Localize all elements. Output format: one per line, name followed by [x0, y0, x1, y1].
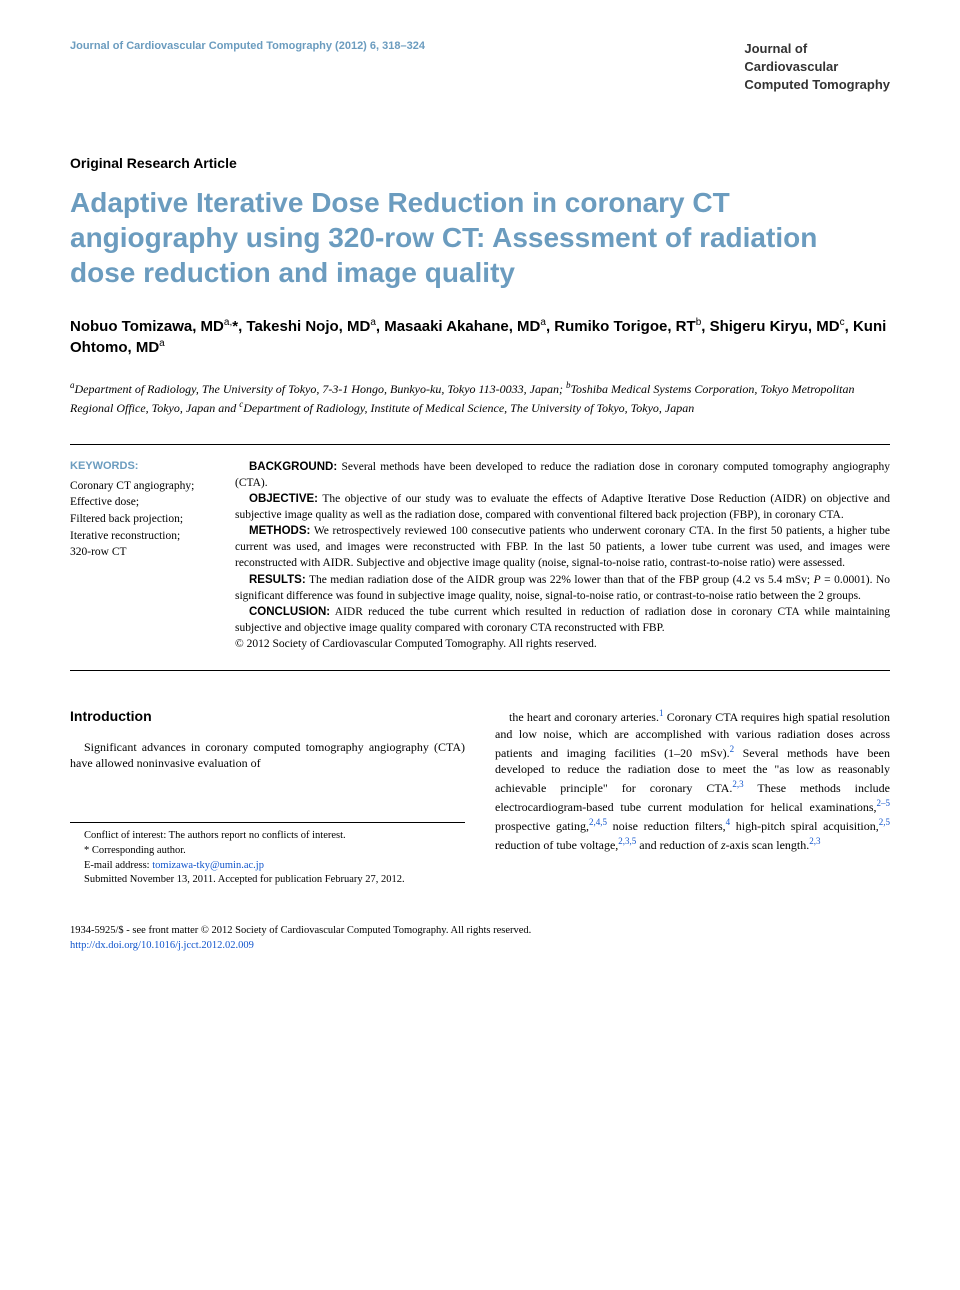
abstract-conclusion: CONCLUSION: AIDR reduced the tube curren…: [235, 604, 890, 636]
section-heading-introduction: Introduction: [70, 707, 465, 727]
journal-reference: Journal of Cardiovascular Computed Tomog…: [70, 40, 425, 52]
abstract-text: The objective of our study was to evalua…: [235, 493, 890, 521]
footnote-submitted: Submitted November 13, 2011. Accepted fo…: [70, 873, 465, 888]
page-footer: 1934-5925/$ - see front matter © 2012 So…: [70, 924, 890, 953]
abstract-label: OBJECTIVE:: [249, 493, 318, 505]
footer-copyright: 1934-5925/$ - see front matter © 2012 So…: [70, 924, 890, 939]
article-type-label: Original Research Article: [70, 155, 890, 171]
abstract-label: BACKGROUND:: [249, 461, 337, 473]
email-label: E-mail address:: [84, 860, 152, 871]
doi-link[interactable]: http://dx.doi.org/10.1016/j.jcct.2012.02…: [70, 939, 890, 954]
abstract-column: BACKGROUND: Several methods have been de…: [235, 459, 890, 652]
abstract-label: METHODS:: [249, 525, 310, 537]
abstract-container: KEYWORDS: Coronary CT angiography; Effec…: [70, 444, 890, 671]
footnote-conflict: Conflict of interest: The authors report…: [70, 829, 465, 844]
footnote-corresponding: * Corresponding author.: [70, 844, 465, 859]
article-title: Adaptive Iterative Dose Reduction in cor…: [70, 185, 890, 290]
abstract-objective: OBJECTIVE: The objective of our study wa…: [235, 491, 890, 523]
abstract-background: BACKGROUND: Several methods have been de…: [235, 459, 890, 491]
abstract-text: We retrospectively reviewed 100 consecut…: [235, 525, 890, 569]
journal-name-line: Computed Tomography: [744, 76, 890, 94]
abstract-methods: METHODS: We retrospectively reviewed 100…: [235, 523, 890, 571]
body-columns: Introduction Significant advances in cor…: [70, 707, 890, 888]
journal-name-line: Journal of: [744, 40, 890, 58]
body-column-right: the heart and coronary arteries.1 Corona…: [495, 707, 890, 888]
body-column-left: Introduction Significant advances in cor…: [70, 707, 465, 888]
abstract-label: RESULTS:: [249, 574, 306, 586]
intro-paragraph: Significant advances in coronary compute…: [70, 739, 465, 773]
abstract-copyright: © 2012 Society of Cardiovascular Compute…: [235, 636, 890, 652]
keywords-column: KEYWORDS: Coronary CT angiography; Effec…: [70, 459, 215, 652]
author-email-link[interactable]: tomizawa-tky@umin.ac.jp: [152, 860, 264, 871]
intro-paragraph-continued: the heart and coronary arteries.1 Corona…: [495, 707, 890, 853]
affiliations: aDepartment of Radiology, The University…: [70, 379, 890, 418]
keywords-list: Coronary CT angiography; Effective dose;…: [70, 478, 215, 561]
journal-name-line: Cardiovascular: [744, 58, 890, 76]
abstract-text: AIDR reduced the tube current which resu…: [235, 606, 890, 634]
abstract-results: RESULTS: The median radiation dose of th…: [235, 572, 890, 604]
abstract-text: The median radiation dose of the AIDR gr…: [235, 574, 890, 602]
page-header: Journal of Cardiovascular Computed Tomog…: [70, 40, 890, 95]
footnote-email: E-mail address: tomizawa-tky@umin.ac.jp: [70, 859, 465, 874]
keywords-label: KEYWORDS:: [70, 459, 215, 475]
footnotes-block: Conflict of interest: The authors report…: [70, 822, 465, 888]
author-list: Nobuo Tomizawa, MDa,*, Takeshi Nojo, MDa…: [70, 316, 890, 360]
abstract-label: CONCLUSION:: [249, 606, 330, 618]
journal-title-box: Journal of Cardiovascular Computed Tomog…: [744, 40, 890, 95]
